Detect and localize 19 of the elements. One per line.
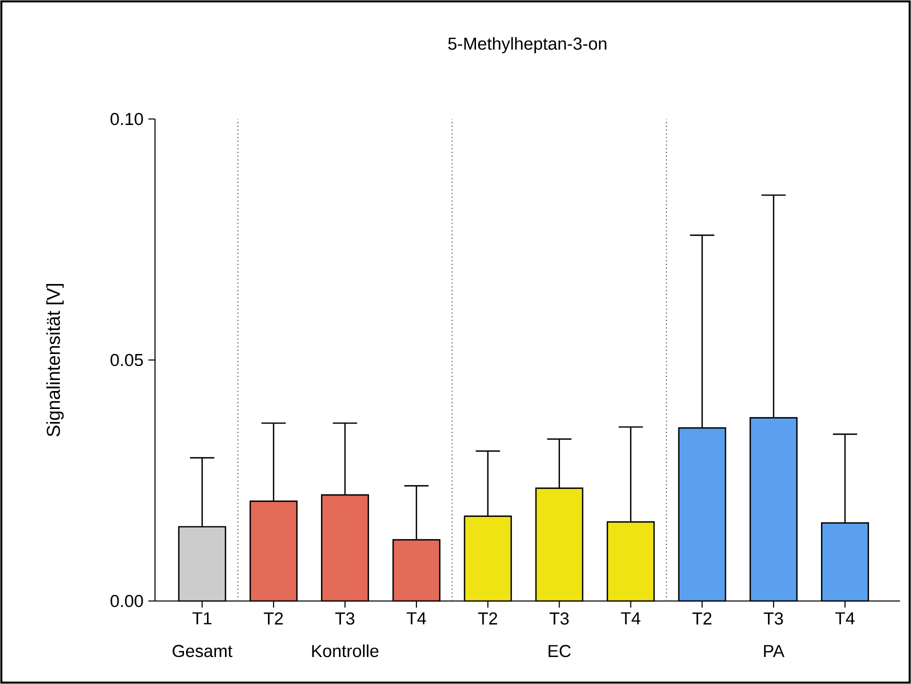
text: EC (548, 644, 571, 658)
y-axis-title: Signalintensität [V] (46, 284, 64, 436)
x-tick-label: T2 (264, 612, 283, 624)
x-tick-label: T2 (478, 612, 498, 624)
x-tick-label: T3 (550, 612, 569, 625)
x-tick-label: T3 (335, 612, 354, 625)
x-tick-label: T4 (835, 612, 855, 624)
y-tick-label: 0.05 (110, 354, 143, 366)
text: Gesamt (172, 644, 232, 658)
x-tick-label: T4 (406, 612, 426, 624)
text: PA (764, 645, 784, 657)
chart-title: 5-Methylheptan-3-on (448, 37, 606, 54)
text: Kontrolle (312, 644, 378, 658)
x-tick-label: T4 (621, 612, 640, 624)
y-tick-label: 0.10 (110, 112, 143, 126)
y-tick-label: 0.00 (110, 594, 143, 608)
x-tick-label: T2 (692, 612, 712, 624)
x-tick-label: T3 (764, 612, 783, 625)
x-tick-label: T1 (192, 612, 212, 624)
